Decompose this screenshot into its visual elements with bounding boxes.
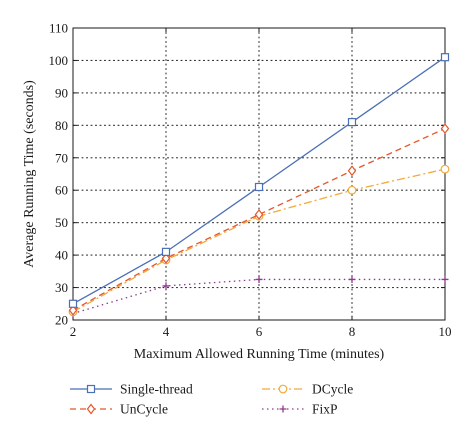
data-point-fixp bbox=[348, 275, 356, 283]
legend-label: Single-thread bbox=[120, 382, 193, 397]
y-tick-label: 60 bbox=[55, 183, 68, 198]
data-point-single-thread bbox=[161, 247, 171, 256]
legend-item-fixp: FixP bbox=[262, 402, 338, 417]
data-point-uncycle bbox=[161, 252, 171, 264]
series-single-thread bbox=[68, 53, 450, 308]
data-point-dcycle bbox=[440, 164, 450, 174]
y-tick-label: 40 bbox=[55, 248, 68, 263]
legend-item-uncycle: UnCycle bbox=[70, 402, 168, 417]
legend-item-single-thread: Single-thread bbox=[70, 382, 193, 397]
y-tick-label: 20 bbox=[55, 313, 68, 328]
data-point-single-thread bbox=[68, 299, 78, 308]
axis-ticks: 20 30 40 50 60 70 80 90 100 110 2 4 6 8 10 bbox=[49, 21, 452, 340]
data-point-uncycle bbox=[68, 304, 78, 316]
legend-label: DCycle bbox=[312, 382, 353, 397]
data-point-fixp bbox=[255, 275, 263, 283]
legend-label: FixP bbox=[312, 402, 338, 417]
y-tick-label: 80 bbox=[55, 118, 68, 133]
series-line-uncycle bbox=[72, 127, 446, 311]
y-axis-label: Average Running Time (seconds) bbox=[22, 80, 37, 268]
y-tick-label: 50 bbox=[55, 215, 68, 230]
series-fixp bbox=[69, 275, 449, 318]
y-tick-label: 70 bbox=[55, 150, 68, 165]
legend-item-dcycle: DCycle bbox=[262, 382, 353, 397]
legend-label: UnCycle bbox=[120, 402, 168, 417]
x-tick-label: 6 bbox=[256, 324, 263, 339]
legend-marker bbox=[279, 405, 287, 413]
x-tick-label: 8 bbox=[349, 324, 356, 339]
data-point-single-thread bbox=[254, 182, 264, 192]
y-tick-label: 30 bbox=[55, 280, 68, 295]
legend-marker bbox=[86, 384, 96, 394]
x-tick-label: 10 bbox=[439, 324, 452, 339]
y-tick-label: 90 bbox=[55, 85, 68, 100]
data-point-uncycle bbox=[254, 209, 264, 221]
series-lines bbox=[68, 53, 450, 318]
y-tick-label: 100 bbox=[49, 53, 69, 68]
data-point-dcycle bbox=[347, 185, 357, 195]
data-point-fixp bbox=[441, 275, 449, 283]
y-tick-label: 110 bbox=[49, 21, 68, 36]
x-axis-label: Maximum Allowed Running Time (minutes) bbox=[134, 347, 385, 362]
data-point-single-thread bbox=[347, 117, 357, 127]
x-tick-label: 2 bbox=[70, 324, 77, 339]
data-point-single-thread bbox=[440, 53, 450, 62]
data-point-uncycle bbox=[440, 123, 450, 135]
series-uncycle bbox=[68, 123, 450, 316]
data-point-uncycle bbox=[347, 165, 357, 177]
legend-marker bbox=[86, 403, 96, 415]
legend: Single-thread UnCycle DCycle FixP bbox=[70, 382, 353, 417]
data-point-fixp bbox=[162, 282, 170, 290]
x-tick-label: 4 bbox=[163, 324, 170, 339]
legend-marker bbox=[278, 384, 288, 394]
